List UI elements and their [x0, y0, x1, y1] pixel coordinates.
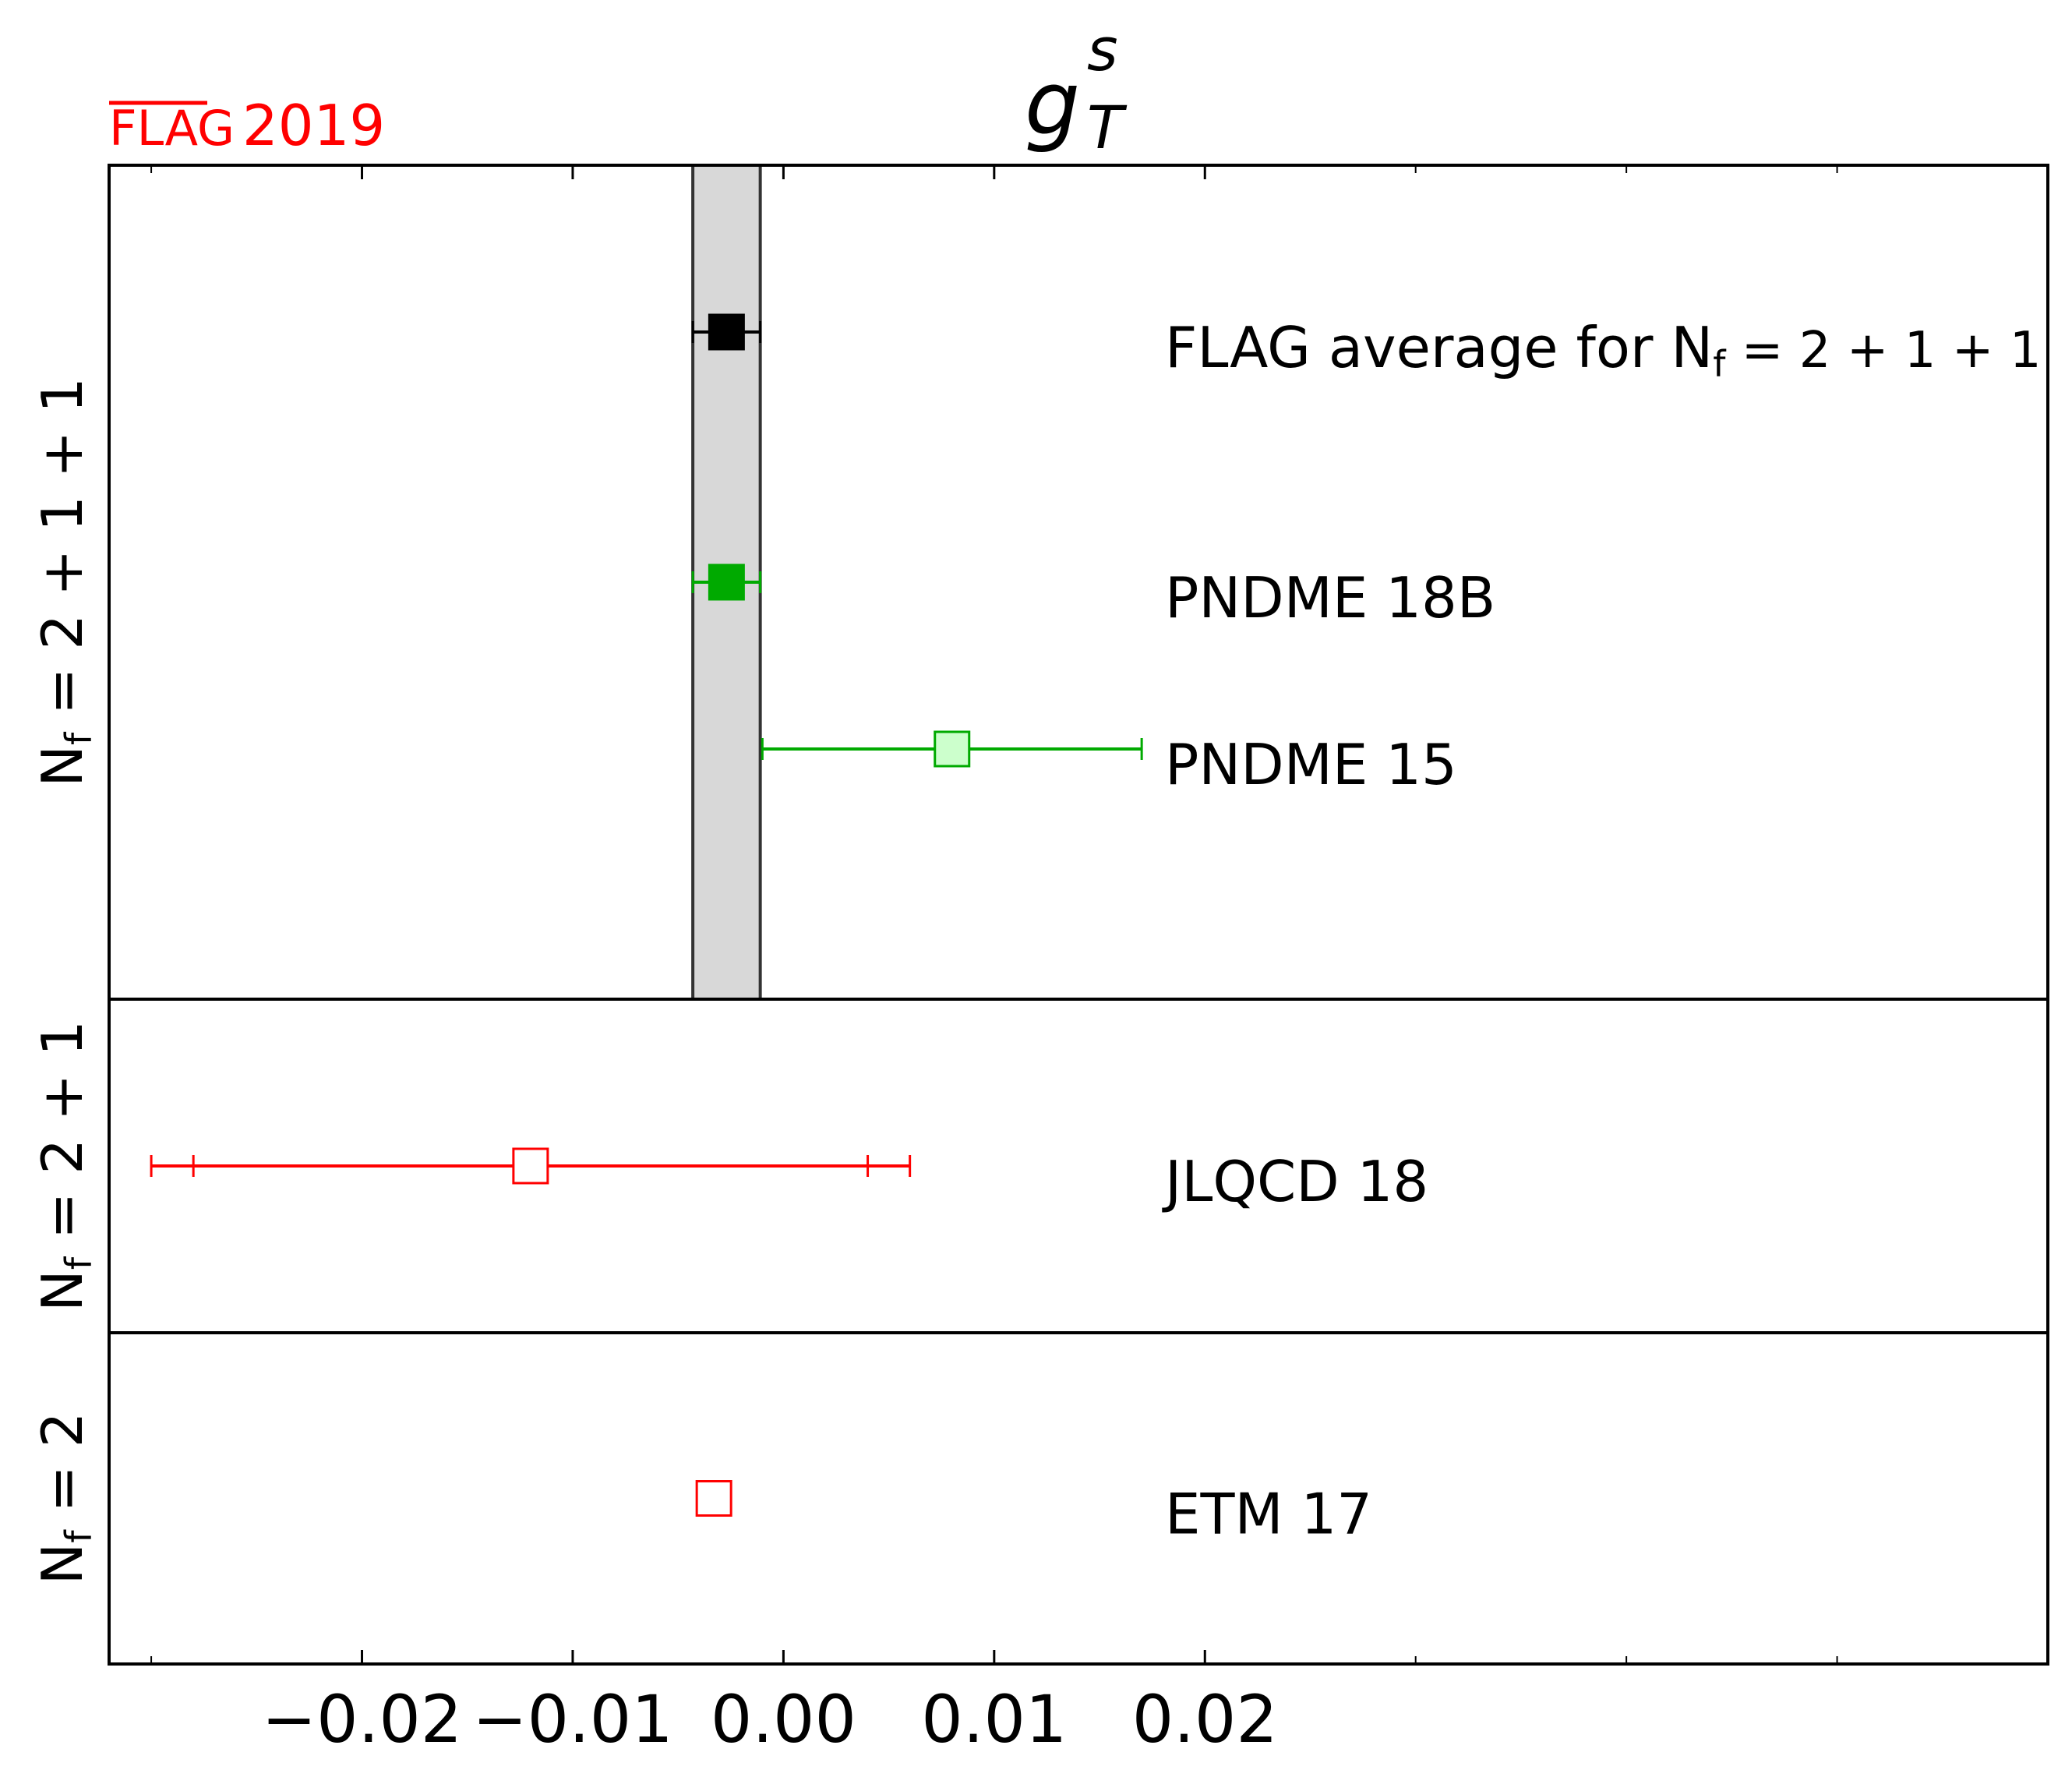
data-point-4	[695, 1480, 732, 1517]
panel-label-2: Nf = 2	[30, 1412, 100, 1585]
chart-title-sup: s	[1087, 15, 1118, 84]
chart-title-base: g	[1025, 54, 1080, 155]
entry-label-name: ETM 17	[1165, 1482, 1372, 1547]
entry-label-name: FLAG average for	[1165, 315, 1671, 380]
data-point-2	[761, 730, 1143, 768]
entry-label-4: ETM 17	[1165, 1482, 1372, 1547]
x-tick-label: 0.02	[1132, 1681, 1278, 1758]
data-point-1	[691, 563, 762, 601]
x-tick-label: 0.01	[921, 1681, 1067, 1758]
data-marker	[695, 1480, 732, 1517]
data-marker	[934, 730, 971, 768]
panel-label-symbol: N	[30, 745, 95, 787]
plot-frame	[108, 164, 2049, 1666]
panel-label-symbol: N	[30, 1270, 95, 1312]
panel-label-rest: = 2	[30, 1412, 95, 1531]
data-points	[150, 313, 1143, 1517]
entry-label-name: PNDME 15	[1165, 732, 1457, 797]
chart-title: g s T	[1025, 0, 1145, 162]
panel-label-subscript: f	[58, 1256, 100, 1270]
entry-label-3: JLQCD 18	[1162, 1149, 1428, 1214]
entry-label-symbol: N	[1671, 315, 1713, 380]
x-tick-label: −0.02	[262, 1681, 462, 1758]
entry-label-2: PNDME 15	[1165, 732, 1457, 797]
data-marker	[708, 313, 745, 351]
panel-labels: Nf = 2 + 1 + 1Nf = 2 + 1Nf = 2	[30, 377, 100, 1584]
panel-label-1: Nf = 2 + 1	[30, 1020, 100, 1312]
data-marker	[708, 563, 745, 601]
x-tick-label: 0.00	[711, 1681, 856, 1758]
entry-label-subscript: f	[1713, 343, 1727, 385]
x-tick-label: −0.01	[472, 1681, 672, 1758]
entry-labels: FLAG average for Nf = 2 + 1 + 1 PNDME 18B…	[1162, 315, 2042, 1547]
data-marker	[512, 1147, 549, 1185]
panel-label-subscript: f	[58, 731, 100, 745]
flag-brand-name: FLAG	[109, 100, 235, 157]
plot-border	[108, 164, 2049, 1666]
entry-label-0: FLAG average for Nf = 2 + 1 + 1	[1165, 315, 2042, 385]
entry-label-name: PNDME 18B	[1165, 565, 1495, 631]
entry-label-tail: = 2 + 1 + 1	[1725, 322, 2041, 380]
x-axis: −0.02 −0.01 0.00 0.01 0.02	[150, 165, 1838, 1758]
panel-label-symbol: N	[30, 1543, 95, 1585]
panel-label-rest: = 2 + 1 + 1	[30, 377, 95, 733]
data-point-0	[691, 313, 762, 351]
panel-label-0: Nf = 2 + 1 + 1	[30, 377, 100, 787]
flag-brand: FLAG 2019	[109, 93, 385, 158]
flag-brand-year: 2019	[242, 93, 385, 158]
chart-title-sub: T	[1087, 93, 1128, 162]
panel-label-rest: = 2 + 1	[30, 1020, 95, 1257]
data-point-3	[150, 1147, 912, 1185]
panel-label-subscript: f	[58, 1529, 100, 1543]
entry-label-1: PNDME 18B	[1165, 565, 1495, 631]
entry-label-name: JLQCD 18	[1162, 1149, 1428, 1214]
